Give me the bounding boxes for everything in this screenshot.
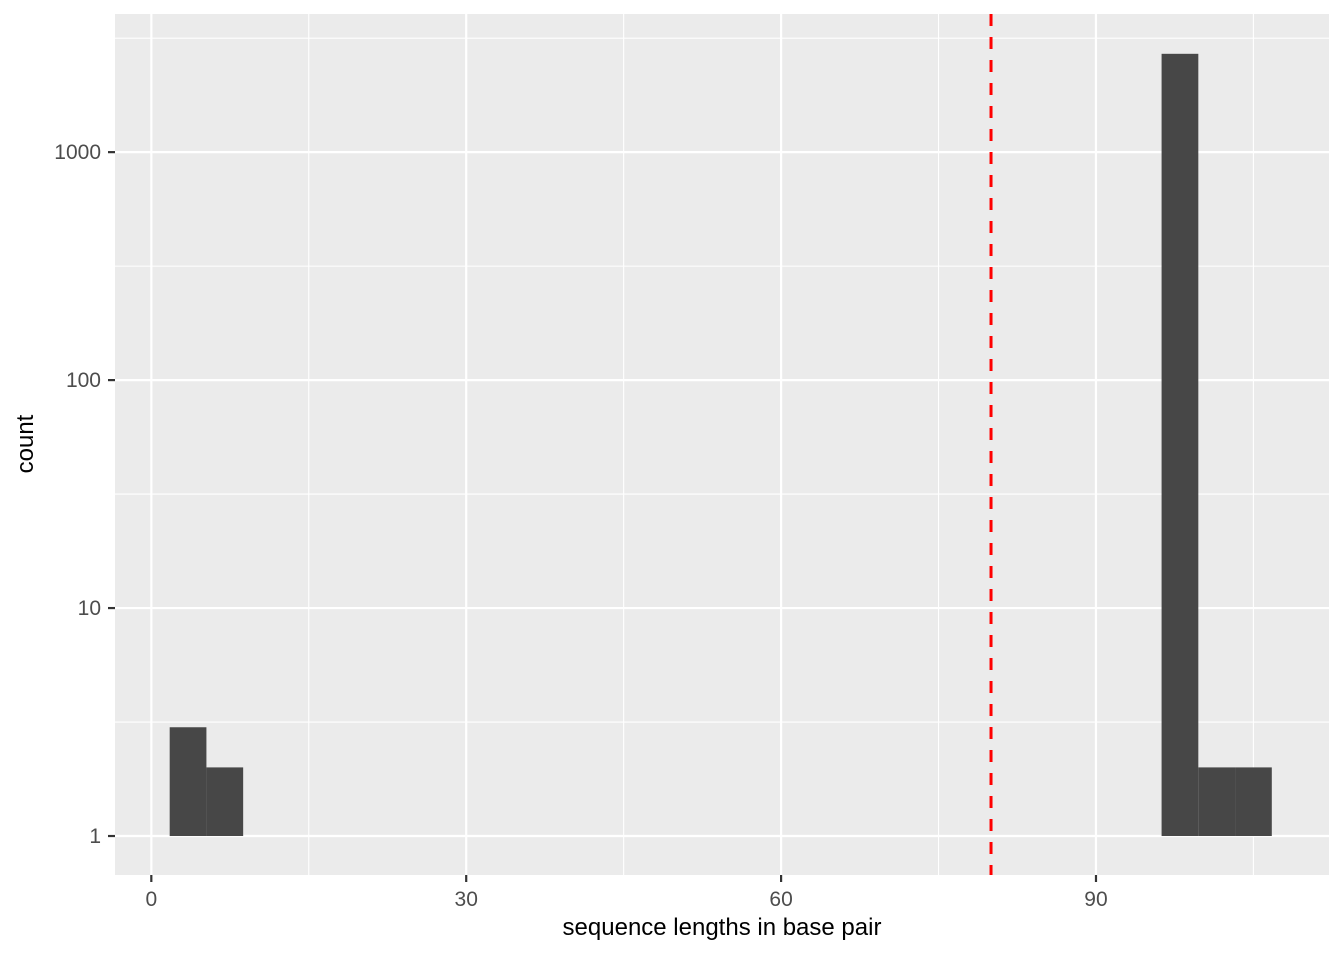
plot-panel [115, 14, 1329, 875]
x-tick-label: 30 [455, 888, 478, 911]
y-axis-title: count [12, 414, 39, 474]
x-tick-label: 60 [769, 888, 792, 911]
histogram-bar [1235, 767, 1272, 837]
y-tick-label: 1 [89, 825, 101, 848]
histogram-bar [1161, 53, 1199, 837]
y-tick-label: 1000 [54, 141, 101, 164]
x-tick-label: 0 [145, 888, 157, 911]
y-tick-label: 10 [78, 597, 101, 620]
histogram-bar [169, 727, 207, 837]
x-tick-label: 90 [1084, 888, 1107, 911]
y-tick-label: 100 [66, 369, 101, 392]
histogram-bar [1198, 767, 1236, 837]
histogram-bar [206, 767, 244, 837]
x-axis-title: sequence lengths in base pair [562, 914, 882, 941]
